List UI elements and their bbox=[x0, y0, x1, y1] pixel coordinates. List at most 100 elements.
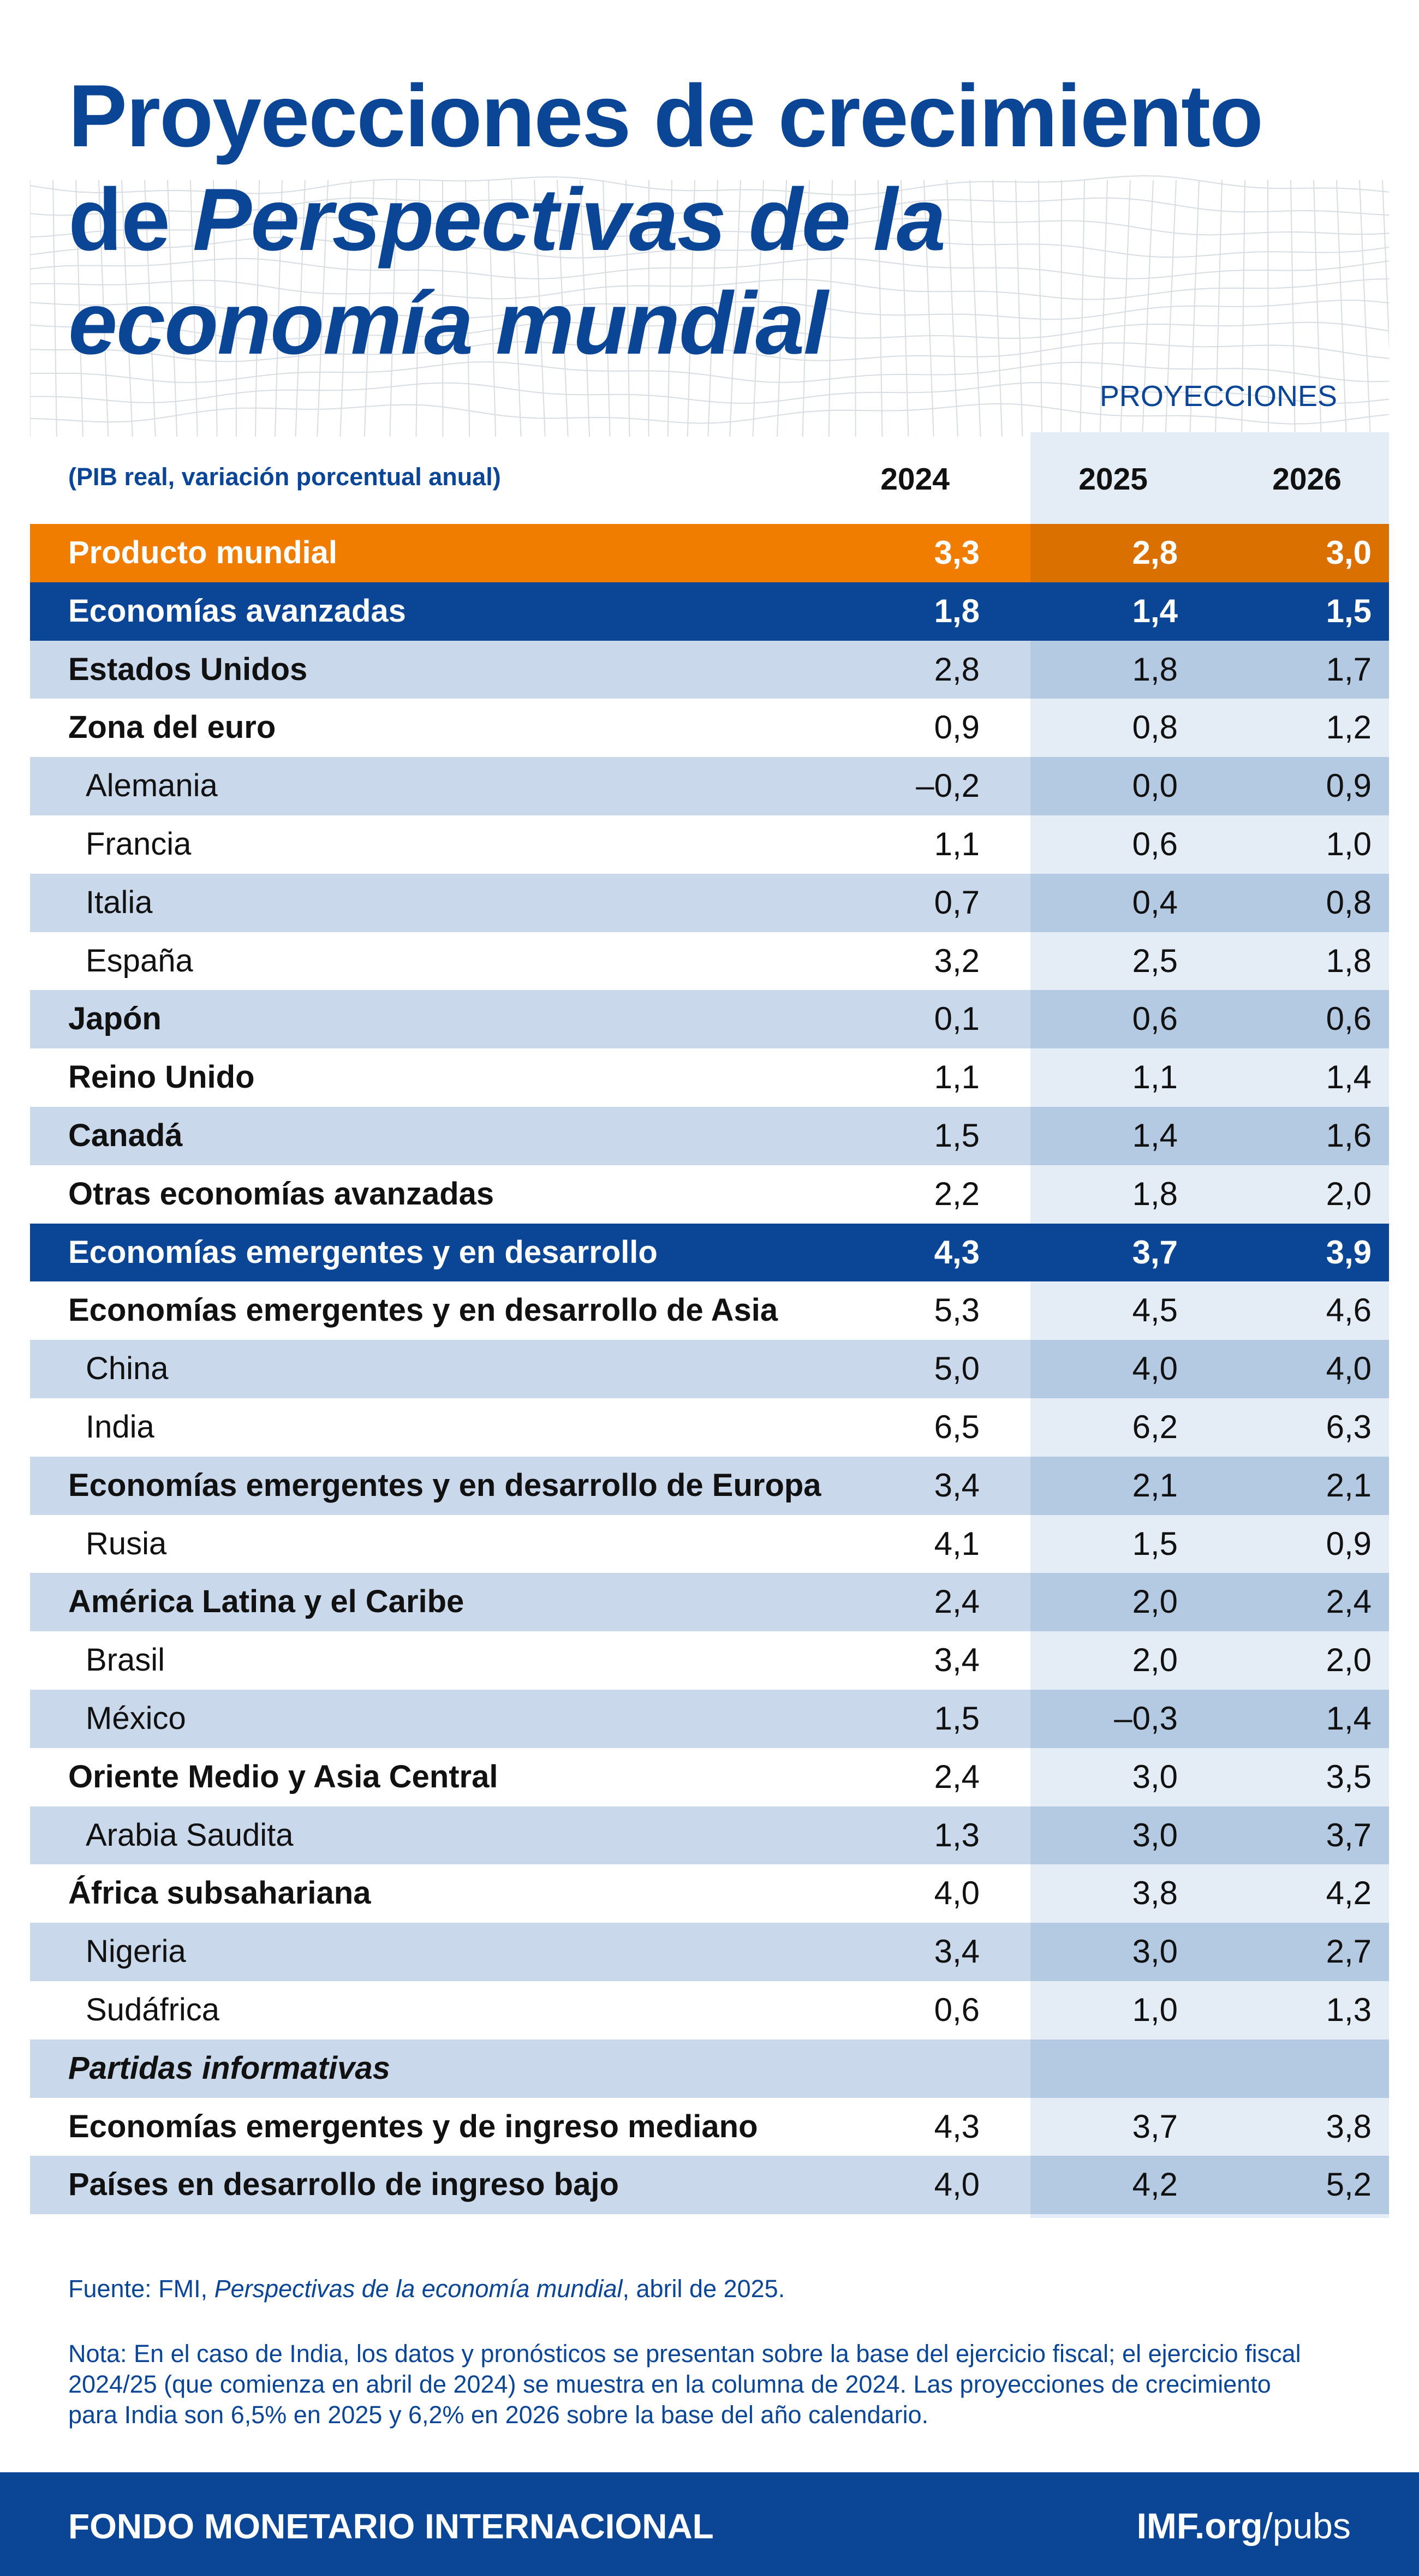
value-cell-2025: 2,0 bbox=[1132, 1583, 1178, 1620]
value-cell-2025: 2,0 bbox=[1132, 1642, 1178, 1679]
table-row: Países en desarrollo de ingreso bajo 4,0 4… bbox=[30, 2156, 1389, 2215]
mesh-line bbox=[1099, 180, 1108, 437]
mesh-line bbox=[144, 180, 156, 437]
footnote: Nota: En el caso de India, los datos y p… bbox=[68, 2340, 1301, 2429]
mesh-line bbox=[1382, 180, 1389, 351]
mesh-line bbox=[167, 180, 178, 437]
mesh-line bbox=[75, 180, 84, 437]
value-cell-2024: 2,4 bbox=[934, 1583, 980, 1620]
footer-website-link[interactable]: IMF.org/pubs bbox=[1136, 2506, 1351, 2546]
value-cell-2025: 2,8 bbox=[1132, 534, 1178, 571]
row-label: África subsahariana bbox=[68, 1875, 371, 1911]
value-cell-2025: 1,8 bbox=[1132, 1175, 1178, 1212]
value-cell-2026: 1,4 bbox=[1326, 1700, 1372, 1737]
value-cell-2025: 0,8 bbox=[1132, 709, 1178, 746]
table-row: Rusia 4,1 1,5 0,9 bbox=[30, 1515, 1389, 1573]
table-row: India 6,5 6,2 6,3 bbox=[30, 1398, 1389, 1457]
value-cell-2024: 6,5 bbox=[934, 1408, 980, 1445]
mesh-line bbox=[625, 180, 630, 437]
mesh-line bbox=[923, 180, 934, 437]
value-cell-2025: 0,0 bbox=[1132, 767, 1178, 804]
mesh-line bbox=[855, 180, 856, 437]
mesh-line bbox=[1241, 180, 1245, 437]
mesh-line bbox=[1359, 180, 1371, 437]
row-label: Economías emergentes y en desarrollo de … bbox=[68, 1292, 778, 1328]
value-cell-2026: 6,3 bbox=[1326, 1408, 1372, 1445]
table-row: Estados Unidos 2,8 1,8 1,7 bbox=[30, 640, 1389, 699]
mesh-line bbox=[30, 197, 1389, 216]
table-row: Arabia Saudita 1,3 3,0 3,7 bbox=[30, 1806, 1389, 1865]
value-cell-2026: 3,5 bbox=[1326, 1758, 1372, 1795]
value-cell-2025: 1,0 bbox=[1132, 1991, 1178, 2028]
table-row: Partidas informativas bbox=[30, 2039, 1389, 2098]
mesh-line bbox=[752, 180, 764, 437]
value-cell-2026: 2,1 bbox=[1326, 1466, 1372, 1504]
table-row: Economías emergentes y en desarrollo de … bbox=[30, 1456, 1389, 1515]
mesh-line bbox=[30, 278, 1389, 300]
mesh-line bbox=[1165, 180, 1177, 437]
value-cell-2024: –0,2 bbox=[916, 767, 980, 804]
mesh-line bbox=[901, 180, 909, 437]
mesh-line bbox=[992, 180, 1003, 437]
value-cell-2026: 3,8 bbox=[1326, 2108, 1372, 2145]
value-cell-2024: 3,3 bbox=[934, 534, 980, 571]
row-label: Zona del euro bbox=[68, 709, 276, 746]
mesh-line bbox=[465, 180, 470, 437]
value-cell-2026: 1,3 bbox=[1326, 1991, 1372, 2028]
value-cell-2026: 2,7 bbox=[1326, 1933, 1372, 1970]
table-row: Brasil 3,4 2,0 2,0 bbox=[30, 1631, 1389, 1690]
value-cell-2026: 1,7 bbox=[1326, 651, 1372, 688]
table-row: Economías emergentes y de ingreso median… bbox=[30, 2098, 1389, 2156]
table-row: Economías avanzadas 1,8 1,4 1,5 bbox=[30, 582, 1389, 641]
value-cell-2024: 3,4 bbox=[934, 1933, 980, 1970]
value-cell-2025: 1,8 bbox=[1132, 651, 1178, 688]
table-subtitle: (PIB real, variación porcentual anual) bbox=[68, 463, 501, 491]
row-label: Canadá bbox=[68, 1117, 183, 1153]
mesh-line bbox=[295, 180, 306, 437]
mesh-line bbox=[415, 180, 420, 437]
value-cell-2026: 2,0 bbox=[1326, 1175, 1372, 1212]
row-label: Economías emergentes y en desarrollo de … bbox=[68, 1467, 821, 1503]
mesh-line bbox=[98, 180, 109, 437]
mesh-line bbox=[1080, 180, 1085, 437]
mesh-line bbox=[30, 257, 1389, 279]
value-cell-2026: 1,5 bbox=[1326, 592, 1372, 629]
mesh-line bbox=[52, 180, 57, 437]
mesh-line bbox=[729, 180, 741, 437]
mesh-line bbox=[254, 180, 260, 437]
row-label: Brasil bbox=[86, 1642, 165, 1678]
mesh-line bbox=[1060, 180, 1062, 437]
value-cell-2024: 0,9 bbox=[934, 709, 980, 746]
mesh-line bbox=[687, 180, 695, 437]
table-row: México 1,5 –0,3 1,4 bbox=[30, 1689, 1389, 1748]
value-cell-2024: 4,0 bbox=[934, 2166, 980, 2203]
table-row: China 5,0 4,0 4,0 bbox=[30, 1340, 1389, 1398]
value-cell-2024: 1,5 bbox=[934, 1700, 980, 1737]
table-row: Alemania –0,2 0,0 0,9 bbox=[30, 757, 1389, 815]
mesh-line bbox=[1336, 180, 1347, 437]
value-cell-2025: 1,4 bbox=[1132, 1117, 1178, 1154]
value-cell-2025: 6,2 bbox=[1132, 1408, 1178, 1445]
row-label: Sudáfrica bbox=[86, 1991, 220, 2028]
table-row: Economías emergentes y en desarrollo 4,3 3… bbox=[30, 1223, 1389, 1282]
mesh-line bbox=[648, 180, 649, 437]
mesh-line bbox=[190, 180, 198, 437]
row-label: Nigeria bbox=[86, 1934, 186, 1970]
mesh-line bbox=[363, 180, 374, 437]
value-cell-2024: 4,3 bbox=[934, 1233, 980, 1271]
mesh-line bbox=[1142, 180, 1154, 437]
column-header-2026: 2026 bbox=[1272, 462, 1342, 497]
mesh-line bbox=[1214, 180, 1223, 437]
value-cell-2024: 5,0 bbox=[934, 1350, 980, 1387]
projections-column-background bbox=[1030, 432, 1389, 2218]
value-cell-2024: 1,3 bbox=[934, 1816, 980, 1853]
mesh-line bbox=[557, 180, 569, 437]
row-label: México bbox=[86, 1700, 186, 1736]
row-label: Partidas informativas bbox=[68, 2050, 390, 2086]
mesh-line bbox=[534, 180, 546, 437]
row-label: Arabia Saudita bbox=[86, 1817, 294, 1853]
mesh-line bbox=[511, 180, 522, 437]
title-line-3: economía mundial bbox=[68, 274, 828, 373]
table-row: España 3,2 2,5 1,8 bbox=[30, 932, 1389, 991]
row-label: Rusia bbox=[86, 1525, 167, 1561]
